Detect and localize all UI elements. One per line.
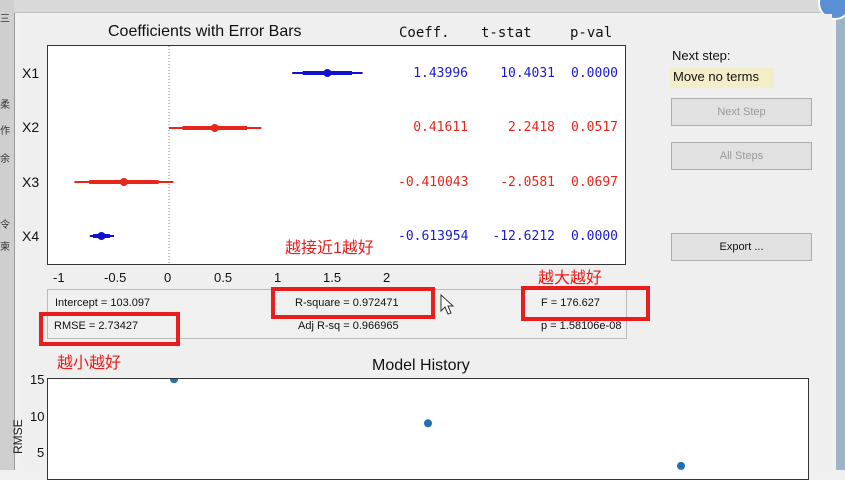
- left-strip-text: 作: [0, 126, 10, 137]
- row-label-x3: X3: [22, 174, 40, 190]
- f-highlight-box: [521, 286, 650, 321]
- mouse-cursor-icon: [440, 294, 455, 315]
- next-step-button[interactable]: Next Step: [671, 98, 812, 126]
- pval-value[interactable]: 0.0697: [571, 175, 618, 190]
- window-title-bar: [14, 0, 845, 13]
- history-y-tick: 5: [37, 445, 45, 460]
- rsquare-annotation: 越接近1越好: [285, 240, 374, 257]
- intercept-stat: Intercept = 103.097: [55, 297, 151, 309]
- coefficient-estimate-point[interactable]: [323, 69, 332, 77]
- x-tick-label: -1: [53, 270, 65, 285]
- coefficient-estimate-point[interactable]: [119, 178, 128, 186]
- background-window-strip: 三 柔 作 余 令 柬: [0, 0, 15, 470]
- left-strip-text: 柬: [0, 242, 10, 253]
- coeff-value[interactable]: 1.43996: [413, 66, 468, 81]
- coeff-value[interactable]: -0.613954: [398, 229, 469, 244]
- header-coeff: Coeff.: [399, 25, 450, 41]
- p-value-stat: p = 1.58106e-08: [541, 320, 622, 332]
- coef-plot-title: Coefficients with Error Bars: [108, 23, 302, 40]
- rmse-stat: RMSE = 2.73427: [54, 320, 139, 332]
- pval-value[interactable]: 0.0517: [571, 120, 618, 135]
- export-button[interactable]: Export ...: [671, 233, 812, 261]
- tstat-value[interactable]: -12.6212: [492, 229, 555, 244]
- x-tick-label: 1.5: [323, 270, 342, 285]
- header-tstat: t-stat: [481, 25, 532, 41]
- background-window-edge: [836, 0, 845, 470]
- x-tick-label: 0: [164, 270, 172, 285]
- row-label-x2: X2: [22, 119, 40, 135]
- left-strip-text: 令: [0, 220, 10, 231]
- coef-plot-svg: [74, 46, 363, 264]
- f-stat: F = 176.627: [541, 297, 601, 309]
- coeff-value[interactable]: 0.41611: [413, 120, 468, 135]
- rmse-highlight-box: [39, 312, 180, 346]
- rmse-annotation: 越小越好: [57, 355, 122, 372]
- tstat-value[interactable]: -2.0581: [500, 175, 555, 190]
- header-pval: p-val: [570, 25, 613, 41]
- history-y-tick: 15: [30, 372, 45, 387]
- x-tick-label: 1: [274, 270, 282, 285]
- tstat-value[interactable]: 10.4031: [500, 66, 555, 81]
- left-strip-text: 余: [0, 154, 10, 165]
- history-title: Model History: [372, 357, 470, 374]
- rsquare-stat: R-square = 0.972471: [295, 297, 399, 309]
- history-y-tick: 10: [30, 409, 45, 424]
- pval-value[interactable]: 0.0000: [571, 66, 618, 81]
- coefficient-estimate-point[interactable]: [210, 124, 219, 132]
- row-label-x1: X1: [22, 65, 40, 81]
- left-strip-text: 柔: [0, 100, 10, 111]
- rsquare-highlight-box: [271, 287, 435, 319]
- next-step-value: Move no terms: [670, 68, 774, 88]
- coeff-value[interactable]: -0.410043: [398, 175, 469, 190]
- history-point[interactable]: [170, 379, 178, 384]
- tstat-value[interactable]: 2.2418: [508, 120, 555, 135]
- coef-table: [388, 45, 626, 265]
- coef-error-bar-plot[interactable]: [47, 45, 390, 265]
- history-plot-svg: [170, 379, 685, 470]
- adj-rsq-stat: Adj R-sq = 0.966965: [298, 320, 399, 332]
- history-point[interactable]: [677, 461, 685, 470]
- next-step-label: Next step:: [672, 48, 731, 63]
- history-point[interactable]: [424, 419, 432, 428]
- row-label-x4: X4: [22, 228, 40, 244]
- history-ylabel: RMSE: [11, 419, 25, 454]
- coefficient-estimate-point[interactable]: [97, 232, 106, 240]
- x-tick-label: -0.5: [104, 270, 127, 285]
- f-annotation: 越大越好: [538, 270, 603, 287]
- model-history-plot[interactable]: [47, 378, 809, 480]
- left-strip-text: 三: [0, 14, 10, 25]
- all-steps-button[interactable]: All Steps: [671, 142, 812, 170]
- x-tick-label: 0.5: [214, 270, 233, 285]
- x-tick-label: 2: [383, 270, 391, 285]
- pval-value[interactable]: 0.0000: [571, 229, 618, 244]
